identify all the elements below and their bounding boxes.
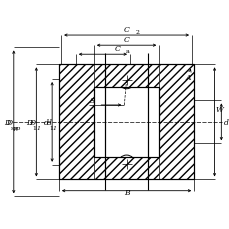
Text: C: C	[123, 26, 129, 34]
Text: d: d	[223, 118, 227, 126]
Text: D: D	[4, 118, 10, 126]
Text: C: C	[114, 45, 120, 53]
Text: D: D	[6, 118, 13, 126]
Text: 1: 1	[32, 125, 36, 130]
Bar	[59, 65, 93, 180]
Bar	[159, 65, 194, 180]
Bar	[93, 157, 159, 180]
Text: C: C	[123, 36, 129, 44]
Text: sp: sp	[11, 125, 18, 130]
Text: 1: 1	[49, 125, 53, 130]
Text: D: D	[26, 118, 32, 126]
Text: 1: 1	[37, 125, 41, 130]
Bar	[93, 65, 159, 87]
Text: d: d	[43, 118, 48, 126]
Text: S: S	[90, 96, 95, 104]
Text: a: a	[125, 49, 129, 54]
Text: B: B	[123, 188, 129, 196]
Text: sp: sp	[14, 125, 21, 130]
Text: D: D	[29, 118, 35, 126]
Text: 1: 1	[52, 125, 56, 130]
Text: d: d	[46, 118, 51, 126]
Text: W: W	[215, 105, 223, 113]
Text: 2: 2	[135, 30, 139, 35]
Text: A: A	[185, 70, 191, 82]
